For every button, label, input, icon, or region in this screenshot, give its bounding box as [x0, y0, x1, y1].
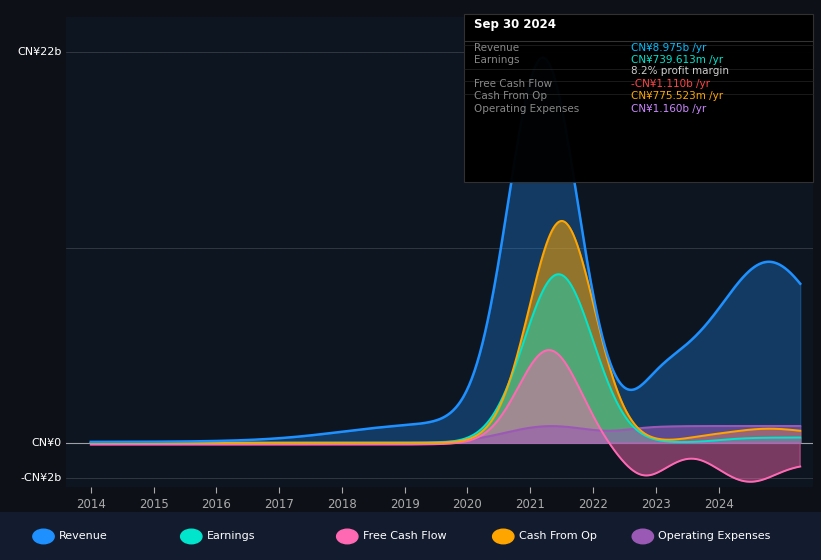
Text: Sep 30 2024: Sep 30 2024	[474, 18, 556, 31]
Text: Earnings: Earnings	[207, 531, 255, 542]
Text: Cash From Op: Cash From Op	[519, 531, 597, 542]
Text: Operating Expenses: Operating Expenses	[474, 104, 579, 114]
Text: CN¥739.613m /yr: CN¥739.613m /yr	[631, 55, 723, 66]
Text: Cash From Op: Cash From Op	[474, 91, 547, 101]
Text: Free Cash Flow: Free Cash Flow	[363, 531, 447, 542]
Text: CN¥22b: CN¥22b	[17, 47, 62, 57]
Text: 8.2% profit margin: 8.2% profit margin	[631, 66, 729, 76]
Text: Operating Expenses: Operating Expenses	[658, 531, 771, 542]
Text: -CN¥1.110b /yr: -CN¥1.110b /yr	[631, 79, 710, 89]
Text: -CN¥2b: -CN¥2b	[21, 473, 62, 483]
Text: Free Cash Flow: Free Cash Flow	[474, 79, 552, 89]
Text: CN¥1.160b /yr: CN¥1.160b /yr	[631, 104, 707, 114]
Text: CN¥775.523m /yr: CN¥775.523m /yr	[631, 91, 723, 101]
Text: CN¥8.975b /yr: CN¥8.975b /yr	[631, 43, 707, 53]
Text: Earnings: Earnings	[474, 55, 519, 66]
Text: Revenue: Revenue	[474, 43, 519, 53]
Text: CN¥0: CN¥0	[32, 438, 62, 448]
Text: Revenue: Revenue	[59, 531, 108, 542]
